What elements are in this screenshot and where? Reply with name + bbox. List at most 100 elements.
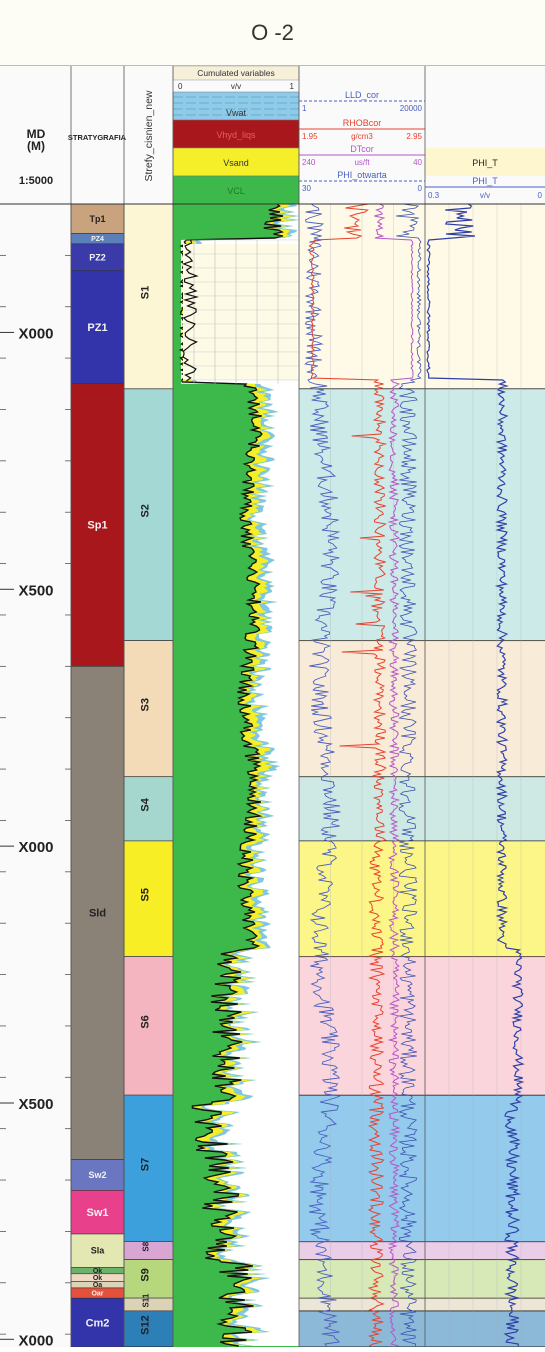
zone-label: S1 — [140, 286, 152, 299]
curve-min: 1 — [302, 104, 307, 113]
zone-band — [299, 640, 545, 777]
curve-min: 0.3 — [428, 191, 440, 200]
zone-box — [123, 1310, 174, 1348]
cum-unit: v/v — [231, 82, 241, 91]
zone-label: S8 — [142, 1241, 151, 1251]
curve-name: PHI_T — [472, 176, 498, 186]
zone-band — [299, 1311, 545, 1347]
cum-component-label: Vhyd_liqs — [216, 130, 256, 140]
strat-unit — [70, 243, 125, 272]
zone-band — [299, 956, 545, 1096]
strat-label: Tp1 — [89, 214, 105, 224]
depth-label: X500 — [18, 582, 53, 599]
strat-unit — [70, 270, 125, 385]
cum-component-label: VCL — [227, 186, 245, 196]
curve-min: 240 — [302, 158, 316, 167]
dt-curve — [374, 203, 414, 1347]
curve-name: PHI_T — [472, 158, 498, 168]
zone-band — [299, 1241, 545, 1260]
strat-label: Ok — [93, 1275, 102, 1282]
phi-t-curve — [426, 203, 525, 1347]
md-header: MD — [27, 127, 46, 141]
rhob-curve — [308, 203, 388, 1347]
depth-label: X500 — [18, 1096, 53, 1113]
phi-otwarta-curve — [395, 203, 422, 1347]
cum-component-label: Vsand — [223, 158, 249, 168]
curve-max: 0 — [418, 184, 423, 193]
strat-header: STRATYGRAFIA — [68, 133, 127, 142]
strat-label: PZ1 — [87, 322, 107, 334]
strat-label: Oar — [91, 1290, 103, 1297]
strat-label: PZ2 — [89, 252, 106, 262]
vcl-curve-s1 — [182, 239, 199, 382]
zone-label: S6 — [140, 1015, 152, 1028]
zone-box — [123, 776, 174, 842]
zone-box — [123, 203, 174, 390]
cum-max: 1 — [290, 82, 295, 91]
curve-max: 2.95 — [406, 132, 422, 141]
depth-label: X000 — [18, 839, 53, 856]
chart-title: O -2 — [0, 0, 545, 66]
zone-label: S5 — [140, 888, 152, 901]
s1-light-overlay — [183, 243, 297, 380]
strat-unit — [70, 1233, 125, 1268]
curve-max: 40 — [413, 158, 422, 167]
zone-box — [123, 840, 174, 957]
strat-label: Sw1 — [86, 1207, 108, 1219]
depth-track-background — [0, 66, 71, 1347]
curve-name: PHI_otwarta — [337, 170, 387, 180]
strat-label: Oa — [93, 1282, 102, 1289]
cum-min: 0 — [178, 82, 183, 91]
strat-label: Sp1 — [87, 520, 107, 532]
curve-min: 1.95 — [302, 132, 318, 141]
phi-t-header-fill — [425, 148, 545, 176]
zone-label: S11 — [142, 1293, 151, 1307]
cum-component-swatch — [172, 91, 300, 121]
strat-unit — [70, 383, 125, 667]
curve-max: 20000 — [400, 104, 423, 113]
md-unit: (M) — [27, 139, 45, 153]
zone-box — [123, 956, 174, 1096]
strat-label: Sw2 — [88, 1170, 106, 1180]
well-log-svg: S1 S2 S3 S4 S5 S6 S7 S8 S9 S11 S12 Tp1 PZ4 PZ2 PZ1 Sp1 S… — [0, 65, 545, 1349]
strat-unit — [70, 1159, 125, 1191]
curve-unit: v/v — [480, 191, 490, 200]
scale-label: 1:5000 — [19, 175, 53, 187]
zone-label: S7 — [140, 1158, 152, 1171]
curve-name: RHOBcor — [343, 118, 382, 128]
cum-component-swatch — [172, 147, 300, 177]
zone-label: S4 — [140, 797, 152, 811]
zone-band — [299, 204, 545, 389]
zone-band — [299, 1298, 545, 1312]
zone-header: Strefy_cisnien_new — [143, 90, 155, 181]
curve-unit: us/ft — [354, 158, 370, 167]
zone-box — [123, 1259, 174, 1299]
curve-name: DTcor — [350, 144, 374, 154]
strat-label: PZ4 — [91, 236, 104, 243]
zone-label: S12 — [140, 1315, 152, 1335]
strat-label: Sla — [91, 1246, 106, 1256]
strat-label: Cm2 — [86, 1317, 110, 1329]
well-log-panel: S1 S2 S3 S4 S5 S6 S7 S8 S9 S11 S12 Tp1 PZ4 PZ2 PZ1 Sp1 S… — [0, 65, 545, 1349]
zone-band — [299, 1259, 545, 1299]
zone-box — [123, 1094, 174, 1242]
hydrocarbon-free-fill — [188, 204, 299, 1346]
depth-label: X000 — [18, 1332, 53, 1347]
zone-label: S2 — [140, 504, 152, 517]
curve-min: 30 — [302, 184, 311, 193]
cum-component-label: Vwat — [226, 108, 247, 118]
zone-label: S9 — [140, 1268, 152, 1281]
zone-box — [123, 640, 174, 778]
curve-name: LLD_cor — [345, 90, 379, 100]
cum-component-swatch — [172, 175, 300, 205]
cum-title: Cumulated variables — [197, 68, 274, 78]
zone-band — [299, 776, 545, 841]
depth-label: X000 — [18, 325, 53, 342]
zone-band — [299, 1095, 545, 1242]
strat-label: Ok — [93, 1268, 102, 1275]
strat-label: Sld — [89, 908, 106, 920]
curve-unit: g/cm3 — [351, 132, 373, 141]
curve-max: 0 — [538, 191, 543, 200]
vcl-curve — [178, 203, 285, 1347]
lld-curve — [304, 203, 341, 1347]
